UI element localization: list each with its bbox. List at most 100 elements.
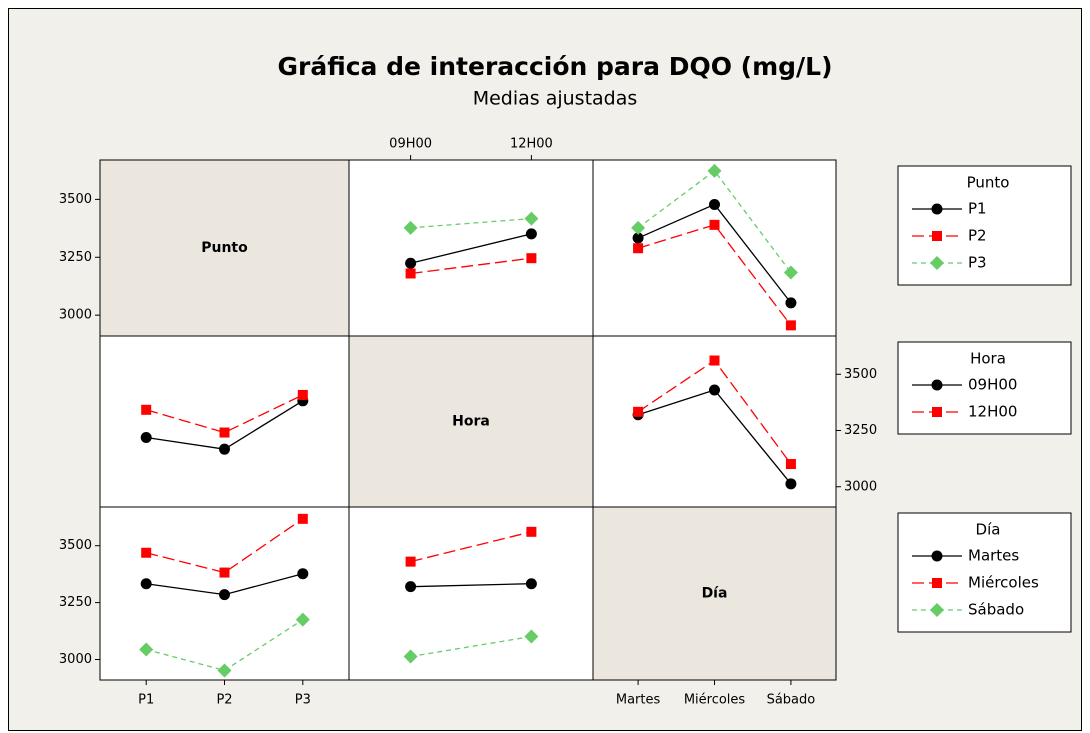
marker [524, 629, 539, 644]
diagonal-panel [592, 506, 837, 681]
marker [219, 443, 230, 455]
legend-box [897, 165, 1072, 286]
factor-label: Día [702, 586, 728, 602]
series-line [410, 257, 532, 275]
legend-label: Martes [968, 547, 1019, 565]
marker [219, 589, 230, 601]
x-tick-label: 12H00 [510, 137, 553, 152]
legend-label: 09H00 [968, 376, 1017, 394]
marker [297, 389, 308, 400]
marker [931, 550, 943, 562]
marker [785, 297, 797, 309]
diagonal-panel [99, 159, 350, 337]
marker [524, 211, 539, 226]
marker [526, 253, 537, 264]
panel [99, 335, 350, 508]
marker [930, 603, 944, 617]
series-line [410, 635, 532, 658]
marker [930, 256, 944, 270]
series-line [410, 217, 532, 229]
series-line [410, 583, 532, 588]
y-tick-label: 3250 [59, 250, 92, 265]
legend-label: P3 [968, 254, 987, 272]
marker [932, 231, 942, 241]
chart-subtitle: Medias ajustadas [473, 88, 638, 110]
marker [219, 427, 230, 438]
marker [709, 219, 720, 230]
y-tick-label: 3500 [59, 192, 92, 207]
y-tick-label: 3000 [59, 308, 92, 323]
marker [141, 404, 152, 415]
y-tick-label: 3500 [844, 367, 877, 382]
marker [403, 220, 418, 235]
factor-label: Hora [452, 414, 490, 430]
marker [525, 578, 537, 590]
marker [631, 220, 646, 235]
panel [348, 506, 594, 681]
marker [405, 257, 417, 269]
series-line [146, 518, 304, 574]
y-tick-label: 3500 [59, 538, 92, 553]
marker [219, 567, 230, 578]
marker [140, 431, 152, 443]
panel [592, 159, 837, 337]
marker [783, 265, 798, 280]
marker [785, 320, 796, 331]
marker [707, 163, 722, 178]
series-line [410, 531, 532, 563]
marker [785, 459, 796, 470]
marker [140, 578, 152, 590]
marker [932, 578, 942, 588]
marker [709, 384, 720, 396]
marker [139, 642, 154, 657]
marker [633, 243, 644, 254]
marker [931, 379, 943, 391]
marker [709, 198, 720, 210]
marker [526, 526, 537, 537]
legend-title: Día [976, 521, 1001, 539]
legend-label: P2 [968, 227, 987, 245]
y-tick-label: 3250 [844, 423, 877, 438]
marker [295, 612, 310, 627]
legend-title: Punto [967, 174, 1010, 192]
y-tick-label: 3000 [844, 479, 877, 494]
x-tick-label: Sábado [767, 693, 816, 708]
marker [932, 407, 942, 417]
y-tick-label: 3000 [59, 652, 92, 667]
marker [403, 649, 418, 664]
legend-box [897, 512, 1072, 633]
marker [405, 268, 416, 279]
marker [405, 556, 416, 567]
marker [297, 568, 309, 580]
factor-label: Punto [201, 240, 248, 256]
series-line [637, 169, 792, 273]
x-tick-label: P2 [216, 693, 232, 708]
marker [297, 513, 308, 524]
marker [632, 232, 644, 244]
x-tick-label: 09H00 [389, 137, 432, 152]
legend-label: P1 [968, 200, 987, 218]
legend-label: Sábado [968, 601, 1024, 619]
legend-label: 12H00 [968, 403, 1017, 421]
y-tick-label: 3250 [59, 595, 92, 610]
chart-title: Gráfica de interacción para DQO (mg/L) [277, 52, 832, 81]
marker [141, 547, 152, 558]
marker [931, 203, 943, 215]
legend-box [897, 341, 1072, 435]
marker [525, 228, 537, 240]
marker [709, 355, 720, 366]
legend-title: Hora [970, 350, 1006, 368]
x-tick-label: P1 [138, 693, 154, 708]
x-tick-label: P3 [295, 693, 311, 708]
x-tick-label: Martes [616, 693, 661, 708]
series-line [146, 394, 304, 434]
marker [217, 663, 232, 678]
diagonal-panel [348, 335, 594, 508]
legend-label: Miércoles [968, 574, 1039, 592]
x-tick-label: Miércoles [684, 693, 746, 708]
marker [405, 581, 417, 593]
marker [785, 478, 797, 490]
marker [633, 406, 644, 417]
series-line [410, 233, 532, 264]
